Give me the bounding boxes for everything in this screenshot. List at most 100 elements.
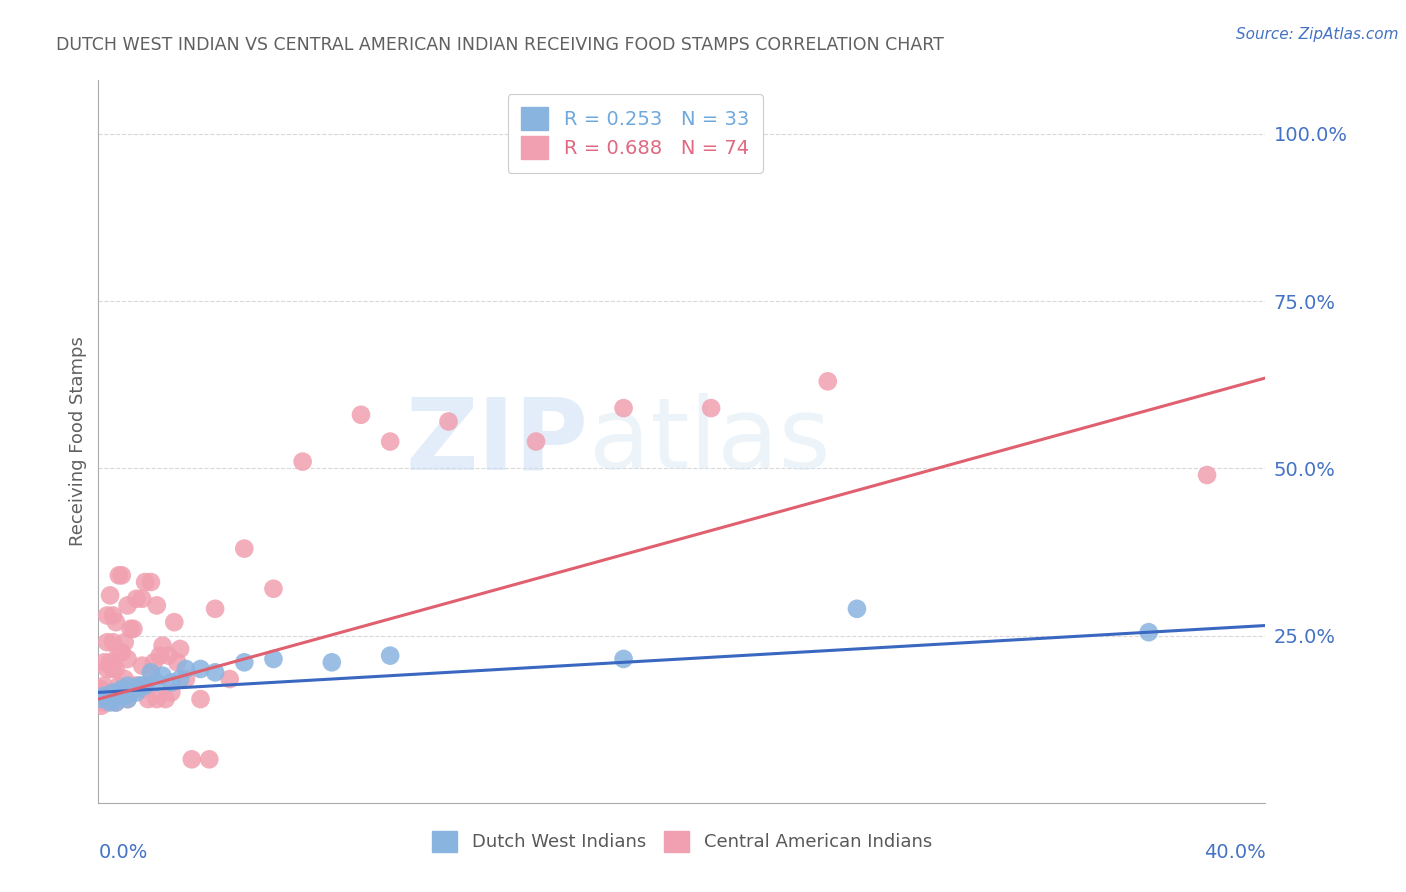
Point <box>198 752 221 766</box>
Point <box>120 685 142 699</box>
Point <box>142 655 165 669</box>
Point <box>437 414 460 429</box>
Point <box>157 648 180 663</box>
Point <box>190 692 212 706</box>
Point <box>117 692 139 706</box>
Point <box>96 662 118 676</box>
Point <box>380 648 402 663</box>
Point <box>108 568 131 582</box>
Point <box>104 696 127 710</box>
Point <box>262 582 284 596</box>
Point <box>134 681 156 696</box>
Point <box>204 665 226 680</box>
Text: Source: ZipAtlas.com: Source: ZipAtlas.com <box>1236 27 1399 42</box>
Point <box>98 689 121 703</box>
Point <box>180 752 202 766</box>
Point <box>96 635 118 649</box>
Point <box>122 679 145 693</box>
Point <box>134 679 156 693</box>
Point <box>93 679 115 693</box>
Point <box>612 401 634 416</box>
Point <box>90 692 112 706</box>
Point <box>174 672 197 686</box>
Point <box>262 652 284 666</box>
Point <box>117 692 139 706</box>
Point <box>108 679 131 693</box>
Point <box>125 591 148 606</box>
Text: ZIP: ZIP <box>406 393 589 490</box>
Point <box>817 375 839 389</box>
Point <box>218 672 240 686</box>
Point <box>93 685 115 699</box>
Point <box>1195 467 1218 482</box>
Point <box>111 685 134 699</box>
Point <box>139 665 162 680</box>
Point <box>233 655 256 669</box>
Point <box>700 401 723 416</box>
Point <box>350 408 373 422</box>
Point <box>104 662 127 676</box>
Point <box>104 696 127 710</box>
Point <box>128 679 150 693</box>
Point <box>169 642 191 657</box>
Point <box>136 692 159 706</box>
Point <box>169 672 191 686</box>
Point <box>111 681 134 696</box>
Point <box>190 662 212 676</box>
Point <box>174 662 197 676</box>
Point <box>125 685 148 699</box>
Point <box>155 692 177 706</box>
Point <box>152 669 174 683</box>
Point <box>139 575 162 590</box>
Y-axis label: Receiving Food Stamps: Receiving Food Stamps <box>69 336 87 547</box>
Point <box>117 679 139 693</box>
Point <box>117 652 139 666</box>
Point <box>90 698 112 713</box>
Text: 0.0%: 0.0% <box>98 843 148 862</box>
Point <box>101 635 124 649</box>
Point <box>321 655 343 669</box>
Point <box>122 622 145 636</box>
Point <box>846 602 869 616</box>
Point <box>146 692 169 706</box>
Point <box>90 681 112 696</box>
Point <box>114 672 136 686</box>
Text: atlas: atlas <box>589 393 830 490</box>
Text: DUTCH WEST INDIAN VS CENTRAL AMERICAN INDIAN RECEIVING FOOD STAMPS CORRELATION C: DUTCH WEST INDIAN VS CENTRAL AMERICAN IN… <box>56 36 943 54</box>
Point <box>90 689 112 703</box>
Text: 40.0%: 40.0% <box>1204 843 1265 862</box>
Point <box>160 675 183 690</box>
Point <box>134 575 156 590</box>
Point <box>101 692 124 706</box>
Point <box>98 655 121 669</box>
Point <box>120 622 142 636</box>
Point <box>96 608 118 623</box>
Legend: Dutch West Indians, Central American Indians: Dutch West Indians, Central American Ind… <box>425 823 939 859</box>
Point <box>101 692 124 706</box>
Point <box>524 434 547 449</box>
Point <box>152 639 174 653</box>
Point <box>612 652 634 666</box>
Point <box>131 658 153 673</box>
Point <box>233 541 256 556</box>
Point <box>101 662 124 676</box>
Point <box>98 589 121 603</box>
Point <box>101 685 124 699</box>
Point <box>163 615 186 630</box>
Point <box>98 696 121 710</box>
Point <box>291 455 314 469</box>
Point <box>96 692 118 706</box>
Point <box>108 685 131 699</box>
Point <box>122 681 145 696</box>
Point <box>101 608 124 623</box>
Point <box>131 591 153 606</box>
Point <box>111 568 134 582</box>
Point <box>108 645 131 659</box>
Point <box>139 665 162 680</box>
Point <box>380 434 402 449</box>
Point <box>114 635 136 649</box>
Point <box>114 689 136 703</box>
Point <box>111 645 134 659</box>
Point <box>160 685 183 699</box>
Point <box>117 599 139 613</box>
